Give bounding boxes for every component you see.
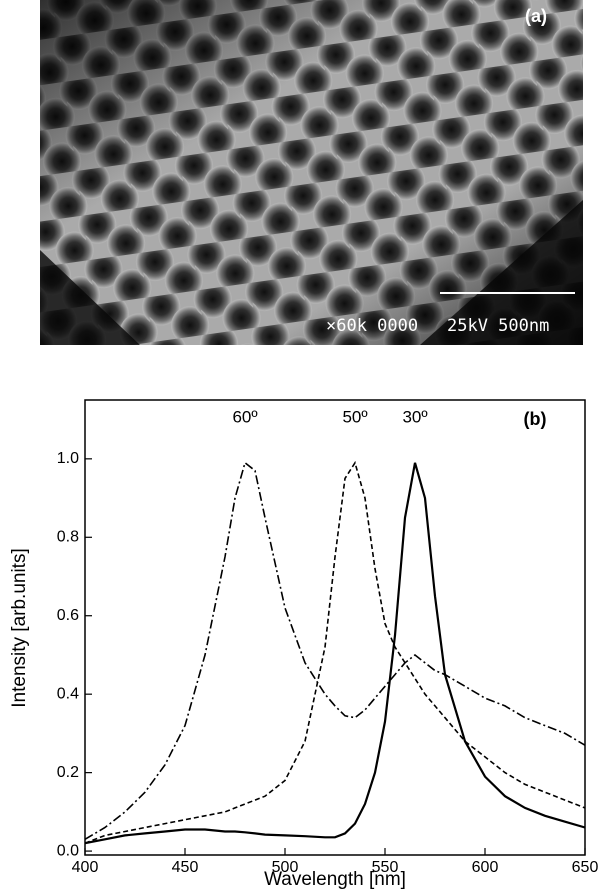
- series-label: 30º: [402, 407, 427, 426]
- x-tick-label: 500: [272, 859, 299, 876]
- y-tick-label: 0.4: [57, 685, 79, 702]
- y-tick-label: 0.6: [57, 607, 79, 624]
- panel-label: (b): [524, 409, 547, 429]
- x-tick-label: 600: [472, 859, 499, 876]
- chart: (b) Wavelength [nm] Intensity [arb.units…: [9, 399, 599, 890]
- y-axis-label: Intensity [arb.units]: [9, 548, 30, 707]
- sem-dark-region: [40, 200, 583, 345]
- scale-text: 25kV 500nm: [447, 316, 549, 336]
- y-tick-label: 0.2: [57, 764, 79, 781]
- plot-frame: [84, 399, 586, 856]
- x-tick-label: 650: [572, 859, 599, 876]
- series-line: [84, 460, 586, 844]
- x-tick-label: 450: [172, 859, 199, 876]
- x-tick-label: 550: [372, 859, 399, 876]
- series-line: [84, 461, 586, 840]
- y-tick-label: 0.8: [57, 529, 79, 546]
- panel-label: (a): [525, 6, 547, 26]
- series-line: [84, 462, 586, 845]
- magnification-text: ×60k 0000: [326, 316, 418, 336]
- sem-image: (a) ×60k 0000 25kV 500nm: [40, 0, 583, 345]
- series-label: 50º: [342, 407, 367, 426]
- series-label: 60º: [232, 407, 257, 426]
- y-tick-label: 0.0: [57, 842, 79, 859]
- y-tick-label: 1.0: [57, 450, 79, 467]
- x-tick-label: 400: [72, 859, 99, 876]
- x-axis-label: Wavelength [nm]: [264, 869, 406, 890]
